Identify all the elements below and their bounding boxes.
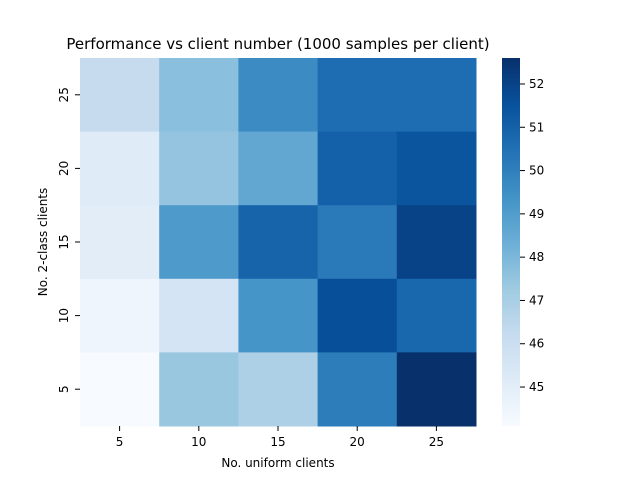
heatmap-cell (238, 205, 319, 280)
heatmap-cell (159, 58, 239, 133)
y-tick-label: 25 (57, 87, 71, 102)
colorbar-tick-label: 49 (529, 207, 544, 221)
x-tick-label: 20 (350, 435, 365, 449)
heatmap-cell (159, 278, 239, 353)
y-axis-label: No. 2-class clients (36, 188, 50, 297)
colorbar (502, 58, 520, 426)
heatmap-cell (396, 205, 477, 280)
colorbar-tick-label: 48 (529, 250, 544, 264)
heatmap-cell (80, 278, 160, 353)
y-tick-label: 10 (57, 308, 71, 323)
heatmap-cell (238, 131, 319, 206)
y-tick-label: 15 (57, 234, 71, 249)
x-tick-label: 10 (191, 435, 206, 449)
heatmap-cell (159, 131, 239, 206)
colorbar-tick-label: 47 (529, 293, 544, 307)
heatmap-cell (80, 352, 160, 427)
colorbar-tick-label: 50 (529, 164, 544, 178)
x-tick-label: 25 (429, 435, 444, 449)
chart-title: Performance vs client number (1000 sampl… (66, 35, 489, 53)
x-axis-ticks: 5 10 15 20 25 (116, 426, 444, 449)
heatmap-cell (317, 278, 398, 353)
colorbar-tick-label: 52 (529, 77, 544, 91)
heatmap-cell (317, 58, 398, 133)
heatmap-cell (80, 58, 160, 133)
x-tick-label: 15 (270, 435, 285, 449)
heatmap-cell (396, 352, 477, 427)
y-tick-label: 5 (57, 385, 71, 393)
heatmap-cell (80, 131, 160, 206)
y-axis-ticks: 25 20 15 10 5 (57, 87, 80, 393)
heatmap-cell (396, 278, 477, 353)
heatmap-cell (317, 131, 398, 206)
heatmap-cell (159, 352, 239, 427)
heatmap-cell (238, 58, 319, 133)
heatmap-cell (238, 278, 319, 353)
y-tick-label: 20 (57, 161, 71, 176)
colorbar-tick-label: 46 (529, 337, 544, 351)
heatmap-cells (80, 58, 477, 427)
heatmap-cell (317, 352, 398, 427)
colorbar-tick-label: 45 (529, 380, 544, 394)
heatmap-cell (80, 205, 160, 280)
colorbar-ticks: 45 46 47 48 49 50 51 52 (520, 77, 544, 394)
heatmap-cell (238, 352, 319, 427)
heatmap-cell (317, 205, 398, 280)
heatmap-cell (159, 205, 239, 280)
heatmap-cell (396, 58, 477, 133)
x-tick-label: 5 (116, 435, 124, 449)
x-axis-label: No. uniform clients (221, 456, 334, 470)
heatmap-cell (396, 131, 477, 206)
colorbar-tick-label: 51 (529, 120, 544, 134)
